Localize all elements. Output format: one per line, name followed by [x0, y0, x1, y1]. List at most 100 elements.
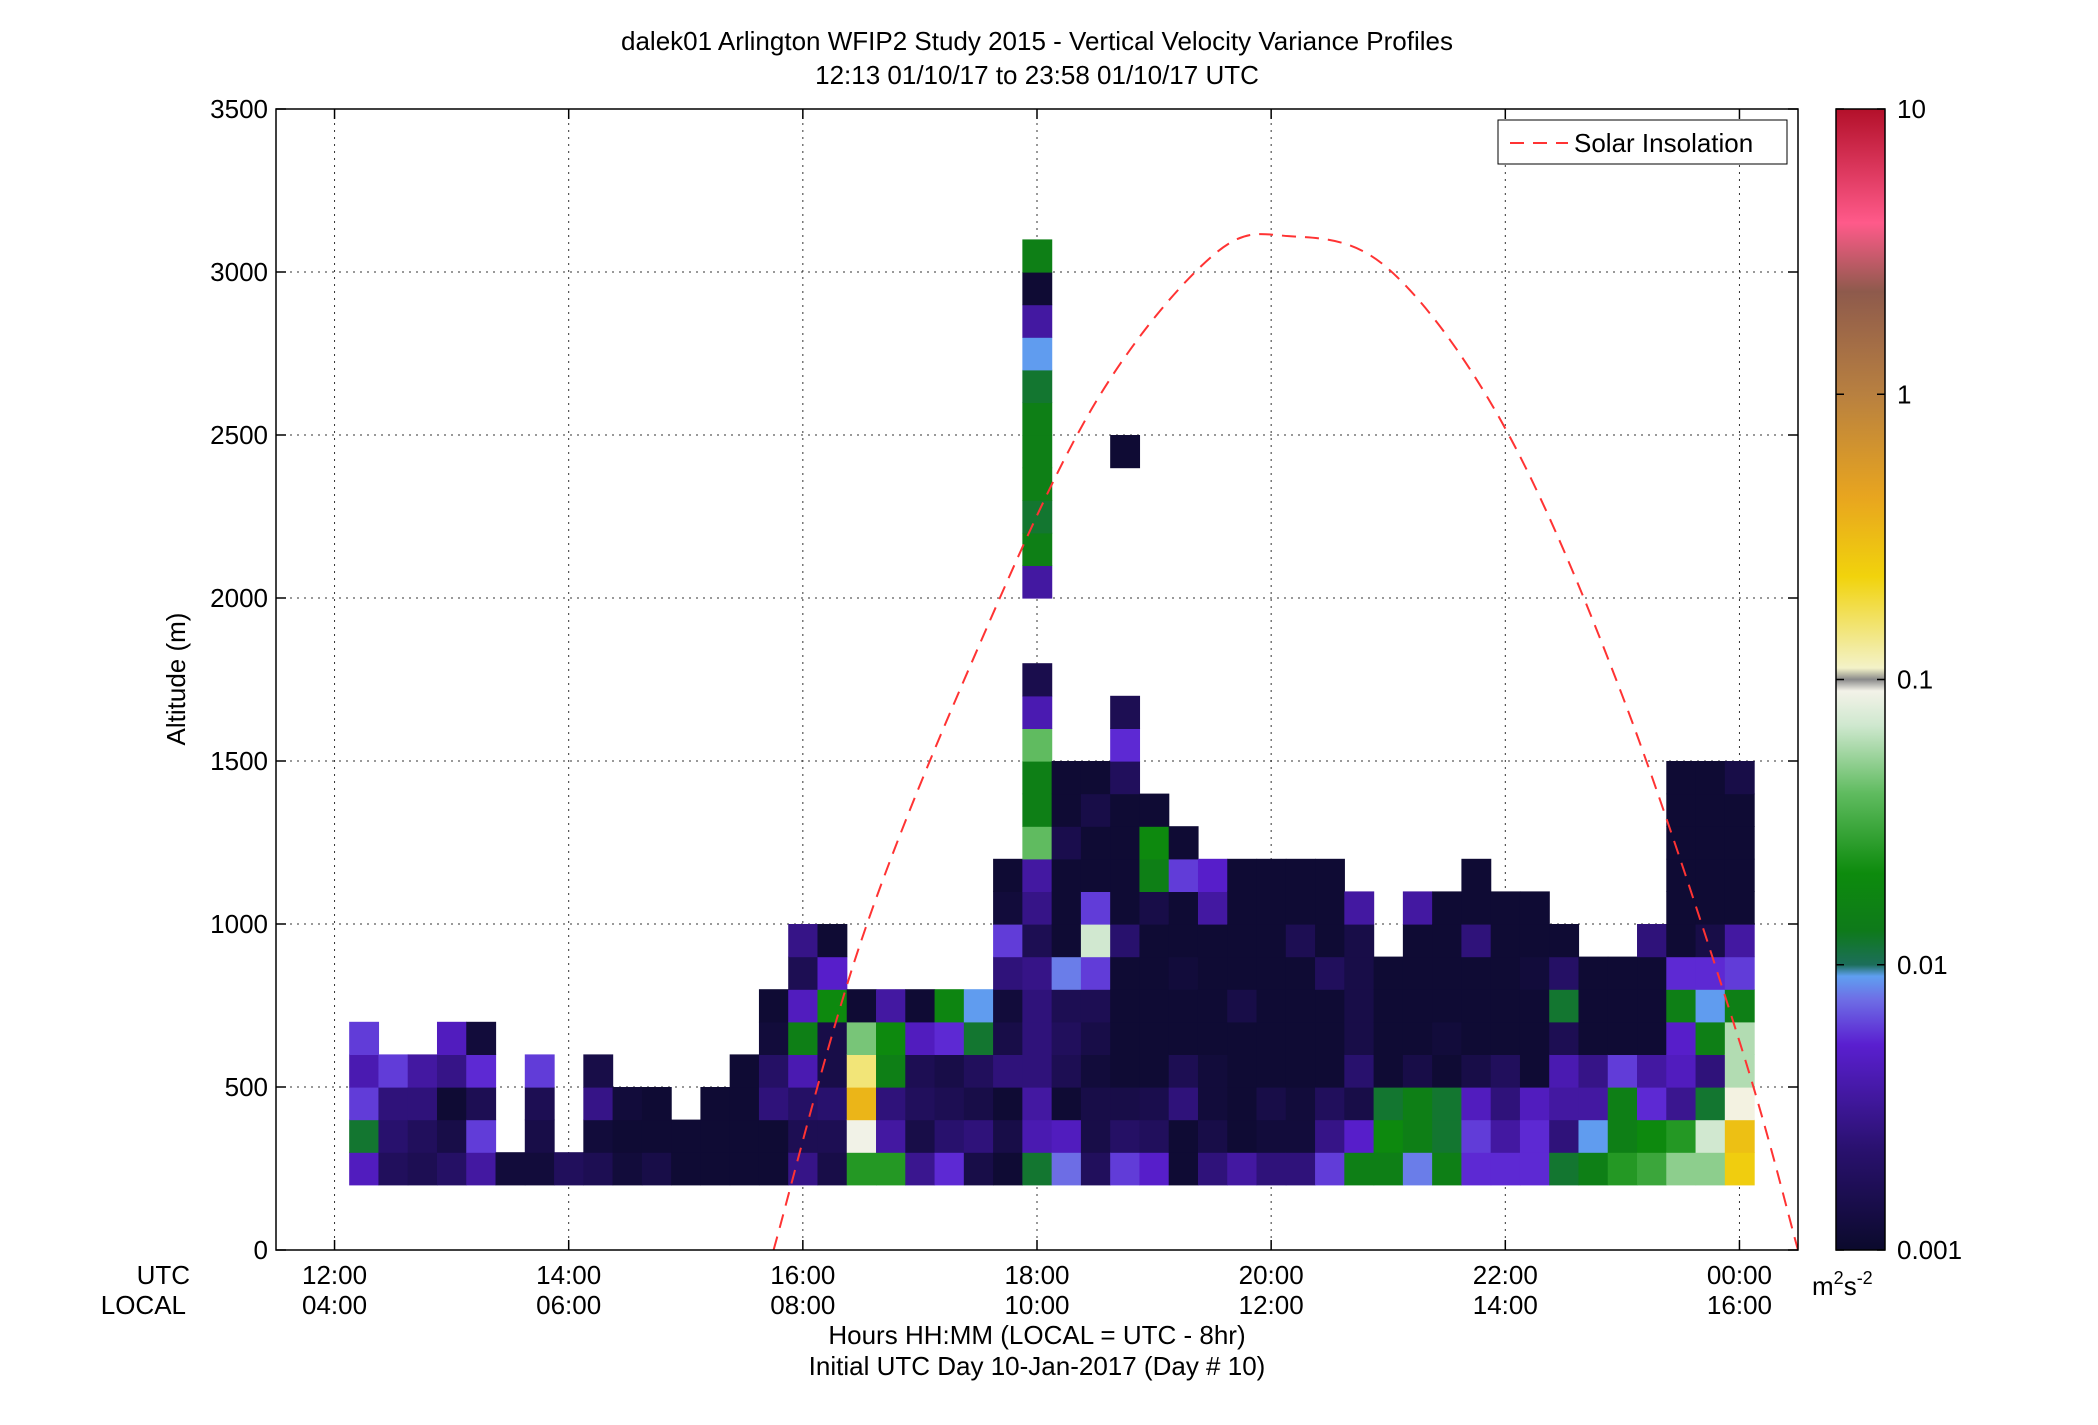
- heatmap-cell: [1637, 924, 1667, 958]
- heatmap-cell: [1607, 1021, 1638, 1055]
- heatmap-cell: [1344, 989, 1375, 1023]
- heatmap-cell: [612, 1152, 643, 1186]
- heatmap-cell: [1256, 1087, 1287, 1121]
- heatmap-cell: [1285, 956, 1316, 990]
- heatmap-cell: [1607, 1119, 1638, 1153]
- heatmap-cell: [436, 1152, 467, 1186]
- heatmap-cell: [1197, 1054, 1228, 1088]
- heatmap-cell: [407, 1087, 438, 1121]
- heatmap-cell: [963, 1087, 994, 1121]
- heatmap-cell: [1519, 1054, 1550, 1088]
- heatmap-cell: [1256, 956, 1287, 990]
- x-tick-label-local: 14:00: [1473, 1290, 1538, 1320]
- colorbar-tick-label: 0.1: [1897, 665, 1933, 695]
- heatmap-cell: [1461, 858, 1492, 892]
- heatmap-cell: [1578, 989, 1609, 1023]
- heatmap-cell: [1519, 1087, 1550, 1121]
- x-row-label-local: LOCAL: [101, 1290, 186, 1320]
- x-tick-label-utc: 22:00: [1473, 1260, 1538, 1290]
- heatmap-cell: [1432, 1054, 1463, 1088]
- heatmap-cell: [993, 924, 1023, 958]
- heatmap-cell: [758, 989, 789, 1023]
- heatmap-cell: [876, 1054, 906, 1088]
- heatmap-cell: [1315, 1021, 1345, 1055]
- heatmap-cell: [378, 1054, 409, 1088]
- heatmap-cell: [1227, 924, 1258, 958]
- heatmap-cell: [817, 989, 848, 1023]
- heatmap-cell: [1549, 956, 1580, 990]
- heatmap-cell: [1549, 1119, 1580, 1153]
- heatmap-cell: [1637, 956, 1667, 990]
- heatmap-cell: [993, 1152, 1023, 1186]
- heatmap-cell: [1461, 1021, 1492, 1055]
- heatmap-cell: [1666, 989, 1697, 1023]
- heatmap-cell: [817, 956, 848, 990]
- heatmap-cell: [993, 891, 1023, 925]
- heatmap-cell: [1490, 924, 1521, 958]
- heatmap-cell: [905, 1087, 936, 1121]
- heatmap-cell: [1080, 989, 1111, 1023]
- heatmap-cell: [1080, 1152, 1111, 1186]
- heatmap-cell: [1022, 663, 1053, 697]
- heatmap-cell: [1051, 761, 1082, 795]
- heatmap-cell: [436, 1119, 467, 1153]
- heatmap-cell: [1256, 989, 1287, 1023]
- heatmap-cell: [1402, 1087, 1433, 1121]
- heatmap-cell: [1695, 1087, 1726, 1121]
- heatmap-cell: [1461, 1119, 1492, 1153]
- heatmap-cell: [1256, 1119, 1287, 1153]
- heatmap-cell: [1256, 858, 1287, 892]
- heatmap-cell: [1666, 956, 1697, 990]
- heatmap-cell: [349, 1054, 380, 1088]
- heatmap-cell: [1549, 989, 1580, 1023]
- heatmap-cell: [1139, 793, 1170, 827]
- heatmap-cell: [700, 1152, 731, 1186]
- heatmap-cell: [963, 989, 994, 1023]
- x-axis-label: Hours HH:MM (LOCAL = UTC - 8hr): [828, 1320, 1245, 1350]
- x-tick-label-local: 08:00: [770, 1290, 835, 1320]
- y-axis-label: Altitude (m): [161, 613, 191, 746]
- heatmap-cell: [1110, 891, 1141, 925]
- heatmap-cell: [1285, 1087, 1316, 1121]
- heatmap-cell: [1695, 989, 1726, 1023]
- heatmap-cell: [1490, 989, 1521, 1023]
- heatmap-cell: [1022, 1087, 1053, 1121]
- heatmap-cell: [1519, 924, 1550, 958]
- heatmap-cell: [1168, 1119, 1199, 1153]
- heatmap-cell: [1139, 826, 1170, 860]
- heatmap-cell: [1519, 891, 1550, 925]
- heatmap-cell: [758, 1021, 789, 1055]
- heatmap-cell: [407, 1054, 438, 1088]
- heatmap-cell: [963, 1152, 994, 1186]
- heatmap-cell: [1197, 858, 1228, 892]
- heatmap-cell: [466, 1087, 497, 1121]
- heatmap-cell: [1285, 1119, 1316, 1153]
- heatmap-cell: [1607, 956, 1638, 990]
- x-tick-label-local: 06:00: [536, 1290, 601, 1320]
- heatmap-cell: [817, 1119, 848, 1153]
- heatmap-cell: [1315, 1152, 1345, 1186]
- heatmap-cell: [1666, 924, 1697, 958]
- heatmap-cell: [1256, 891, 1287, 925]
- heatmap-cell: [1022, 924, 1053, 958]
- heatmap-cell: [1022, 695, 1053, 729]
- heatmap-cell: [1490, 1087, 1521, 1121]
- heatmap-cell: [1139, 1054, 1170, 1088]
- heatmap-cell: [1022, 565, 1053, 599]
- heatmap-cell: [1197, 891, 1228, 925]
- heatmap-cell: [993, 956, 1023, 990]
- heatmap-cell: [1432, 1119, 1463, 1153]
- heatmap-cell: [817, 1021, 848, 1055]
- heatmap-cell: [1344, 1152, 1375, 1186]
- heatmap-cell: [1695, 1021, 1726, 1055]
- heatmap-cell: [1227, 1087, 1258, 1121]
- heatmap-cell: [1110, 989, 1141, 1023]
- x-tick-label-local: 16:00: [1707, 1290, 1772, 1320]
- chart-title: dalek01 Arlington WFIP2 Study 2015 - Ver…: [621, 26, 1453, 56]
- colorbar-unit-exp2: -2: [1857, 1268, 1873, 1288]
- y-tick-label: 1500: [210, 746, 268, 776]
- heatmap-cell: [524, 1087, 555, 1121]
- heatmap-cell: [1227, 1152, 1258, 1186]
- heatmap-cell: [1139, 956, 1170, 990]
